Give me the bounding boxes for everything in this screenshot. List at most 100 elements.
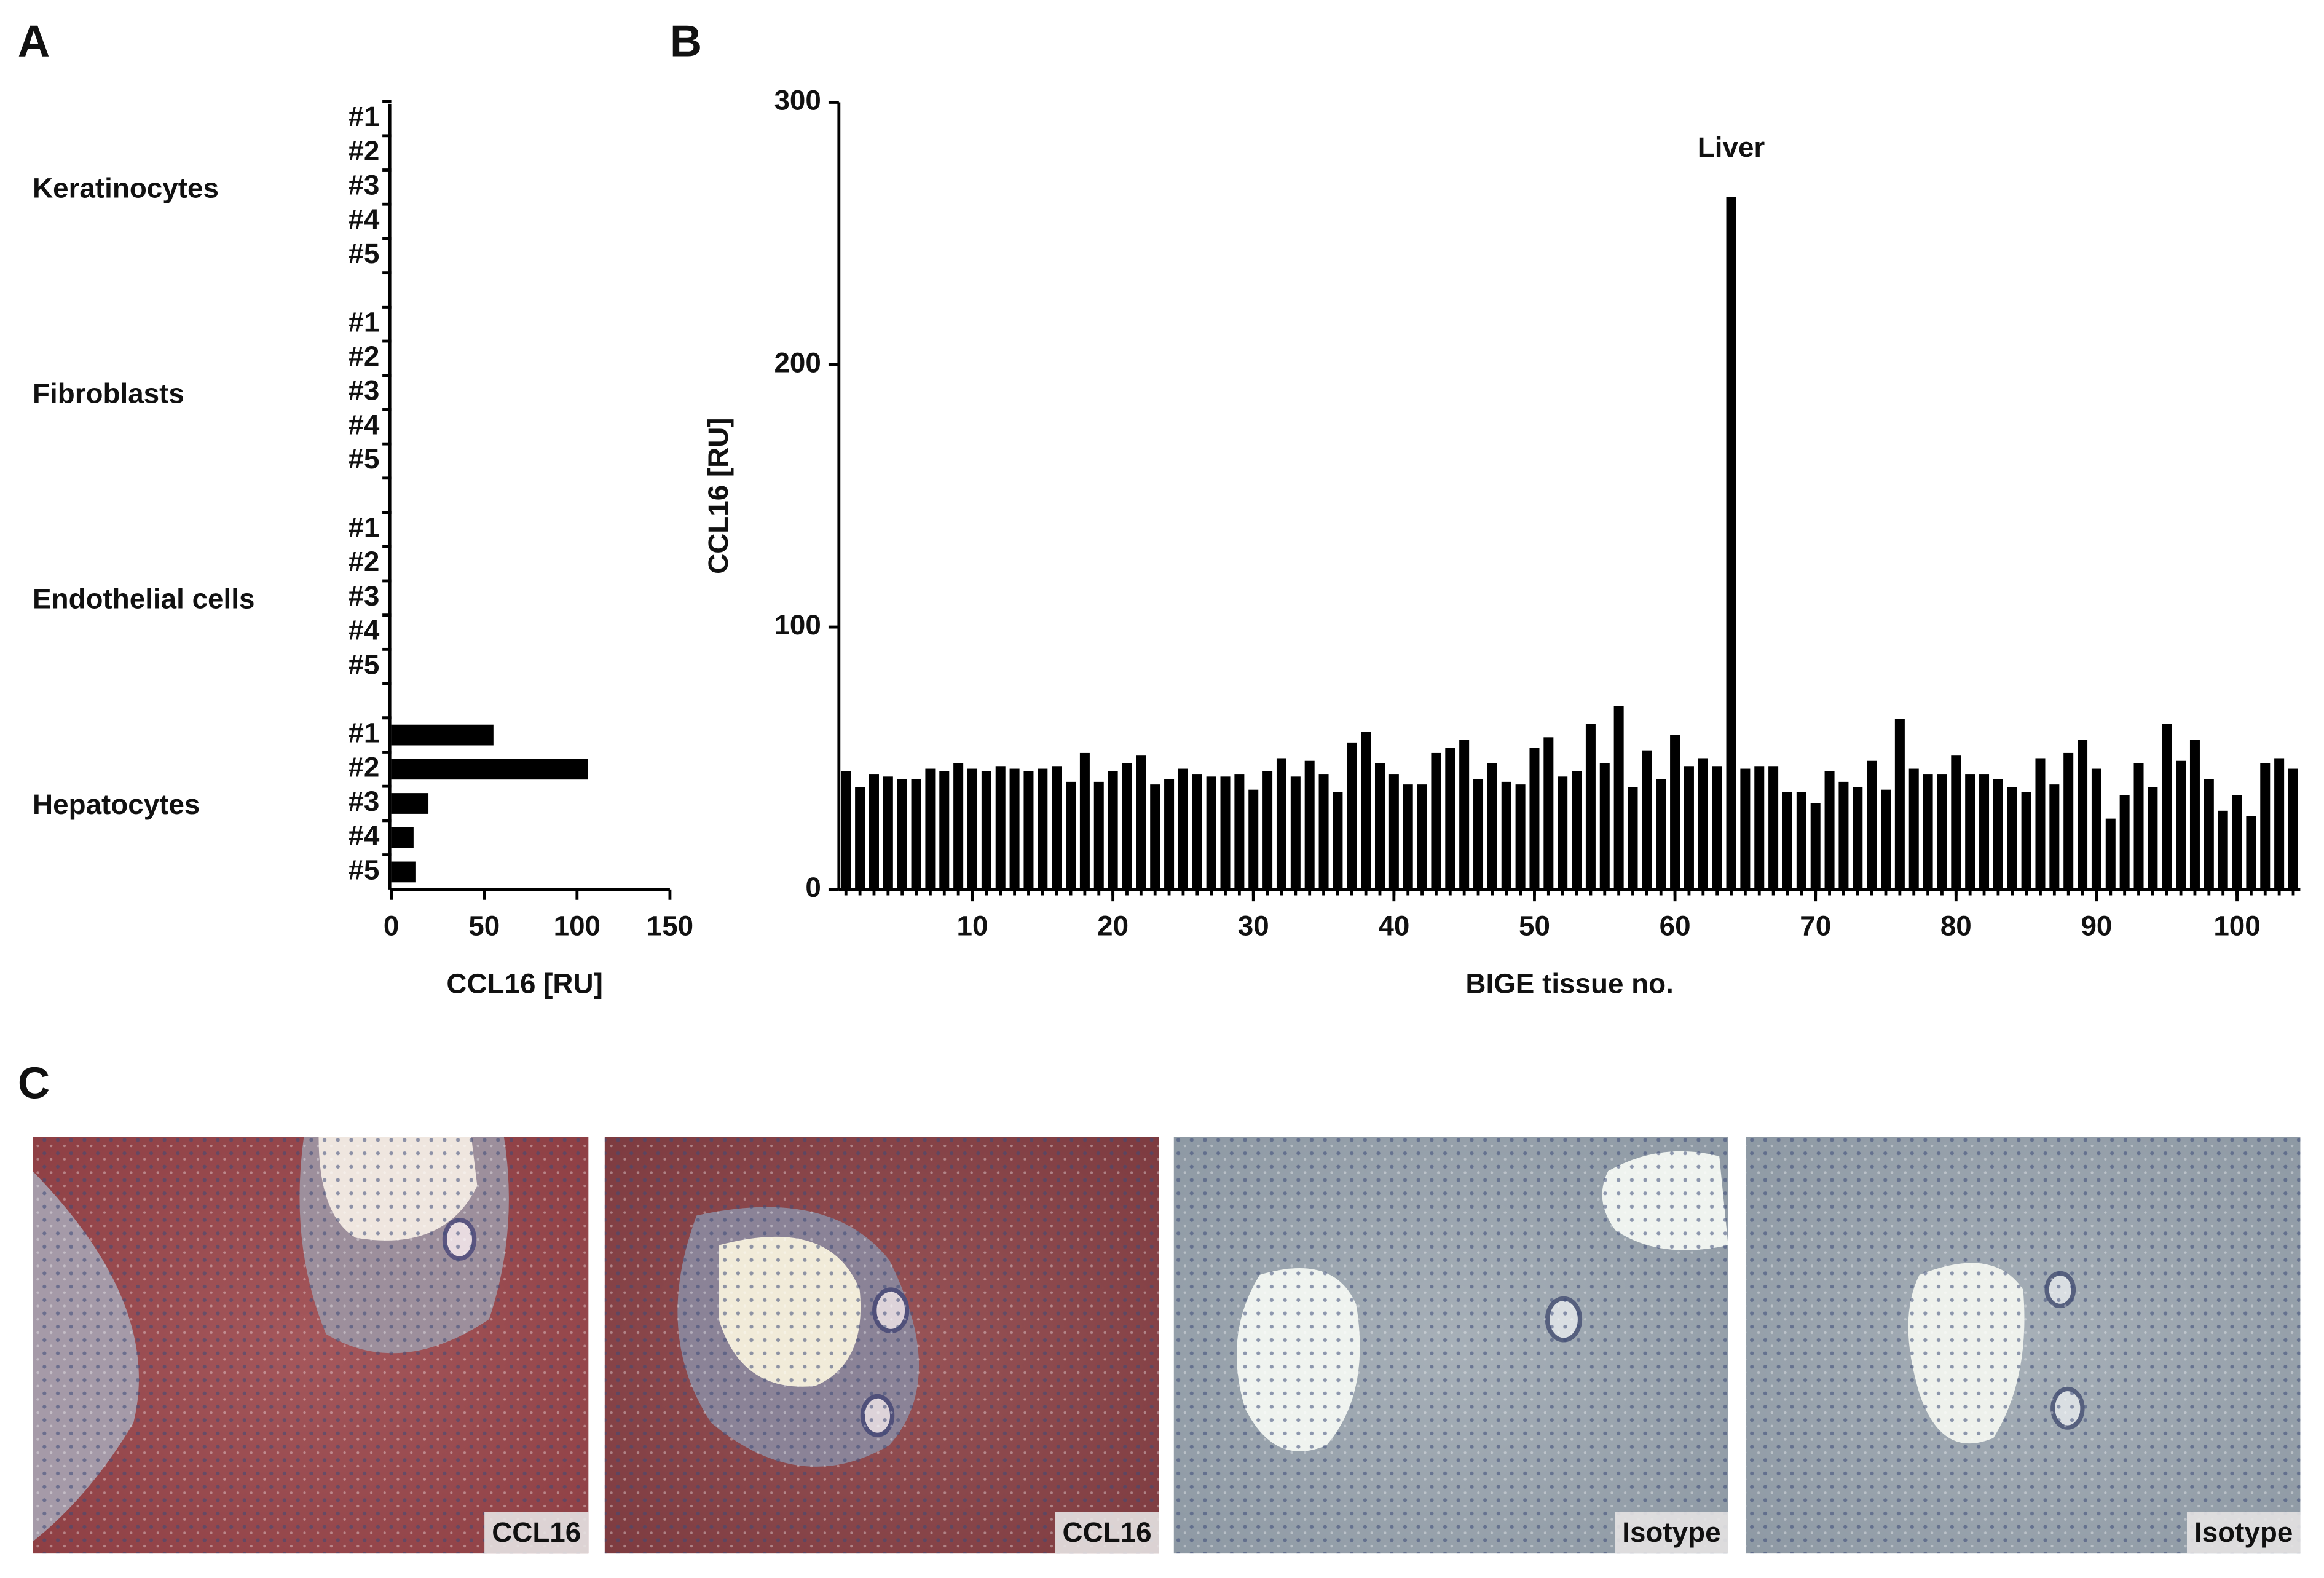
bar [1220, 776, 1231, 890]
y-tick-label: #4 [348, 409, 379, 440]
bar [2119, 795, 2130, 890]
bar [883, 776, 893, 890]
bar [869, 774, 879, 890]
bar [1937, 774, 1947, 890]
x-tick-label: 150 [647, 910, 693, 942]
bar [2176, 760, 2186, 890]
y-tick-label: #2 [348, 341, 379, 372]
panel-label: B [670, 17, 702, 66]
group-label: Endothelial cells [33, 583, 254, 615]
bar [391, 827, 414, 848]
bar [1388, 774, 1399, 890]
y-tick-label: #2 [348, 751, 379, 783]
bar [2133, 763, 2144, 890]
panel-label: A [18, 17, 50, 66]
bar [925, 768, 936, 890]
group-label: Fibroblasts [33, 378, 184, 409]
bar [841, 771, 851, 890]
bar [1501, 781, 1511, 890]
micrograph [33, 1137, 589, 1554]
bar [1038, 768, 1048, 890]
x-tick-label: 20 [1097, 910, 1129, 942]
x-tick-label: 100 [554, 910, 601, 942]
x-tick-label: 0 [384, 910, 399, 942]
y-tick-label: #4 [348, 615, 379, 646]
bar [1459, 740, 1470, 890]
image-label: CCL16 [492, 1517, 581, 1548]
bar [1712, 766, 1722, 890]
bar [391, 759, 588, 780]
bar [1206, 776, 1216, 890]
bar [1684, 766, 1694, 890]
y-tick-label: #5 [348, 443, 379, 475]
bar [1754, 766, 1765, 890]
bar [1628, 787, 1638, 890]
bar [1403, 784, 1413, 890]
bar [1079, 752, 1090, 890]
bar [2162, 724, 2172, 890]
y-tick-label: #3 [348, 375, 379, 406]
group-label: Keratinocytes [33, 172, 219, 203]
bar [2007, 787, 2017, 890]
bar [1824, 771, 1835, 890]
bar [1023, 771, 1034, 890]
bar [2246, 816, 2256, 890]
bar [1122, 763, 1132, 890]
bar [1529, 748, 1540, 890]
annotation: Liver [1698, 132, 1765, 163]
bar [2260, 763, 2271, 890]
bar [2232, 795, 2242, 890]
bar [2049, 784, 2060, 890]
bar [1009, 768, 1020, 890]
bar [1333, 792, 1343, 890]
bar [1768, 766, 1779, 890]
bar [1417, 784, 1427, 890]
bar [2148, 787, 2158, 890]
bar [1894, 719, 1905, 890]
x-tick-label: 100 [2213, 910, 2260, 942]
bar [1740, 768, 1751, 890]
y-tick-label: #1 [348, 511, 379, 543]
y-tick-label: #3 [348, 786, 379, 817]
y-tick-label: #4 [348, 203, 379, 235]
bar [2204, 779, 2214, 890]
y-axis-label: CCL16 [RU] [703, 417, 734, 574]
bar [1361, 732, 1371, 890]
bar [1093, 781, 1104, 890]
y-tick-label: #4 [348, 820, 379, 851]
y-tick-label: 300 [774, 85, 821, 116]
bar [1881, 789, 1891, 890]
x-tick-label: 70 [1800, 910, 1831, 942]
bar [2063, 752, 2074, 890]
x-tick-label: 50 [1519, 910, 1550, 942]
bar [1572, 771, 1582, 890]
micrograph [1746, 1137, 2301, 1554]
x-tick-label: 80 [1940, 910, 1972, 942]
bar [1585, 724, 1596, 890]
bar [1558, 776, 1568, 890]
bar [1853, 787, 1863, 890]
bar [1656, 779, 1666, 890]
x-tick-label: 30 [1238, 910, 1269, 942]
bar [2288, 768, 2298, 890]
bar [1796, 792, 1806, 890]
bar [855, 787, 865, 890]
y-tick-label: #2 [348, 135, 379, 167]
x-tick-label: 40 [1378, 910, 1409, 942]
image-label-bg [1615, 1512, 1728, 1554]
bar [1473, 779, 1484, 890]
y-tick-label: #1 [348, 306, 379, 337]
bar [1923, 774, 1933, 890]
bar [1698, 758, 1708, 890]
x-axis-label: BIGE tissue no. [1465, 968, 1673, 1000]
bar [1670, 735, 1680, 890]
image-label: CCL16 [1063, 1517, 1152, 1548]
bar [1642, 750, 1652, 890]
bar [1726, 197, 1736, 890]
bar [1487, 763, 1497, 890]
bar [2078, 740, 2088, 890]
bar [1192, 774, 1202, 890]
y-tick-label: 200 [774, 347, 821, 378]
bar [1347, 742, 1357, 890]
